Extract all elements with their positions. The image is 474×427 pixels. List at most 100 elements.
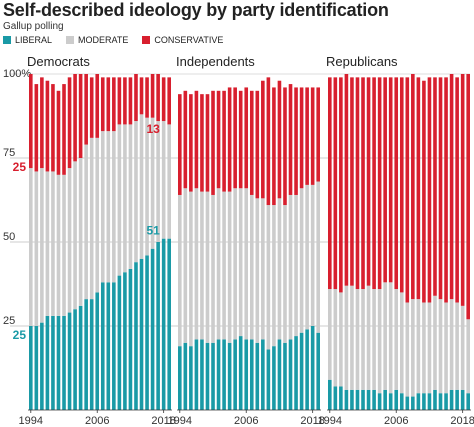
bar-republicans-liberal-1997 — [344, 389, 349, 410]
bar-independents-moderate-2010 — [266, 205, 271, 350]
bar-independents-moderate-2018 — [310, 184, 315, 326]
bar-independents-moderate-2000 — [211, 194, 215, 343]
bar-independents-moderate-1996 — [189, 191, 193, 347]
bar-independents-conservative-1999 — [205, 94, 210, 192]
bar-republicans-liberal-2019 — [466, 393, 470, 410]
bar-republicans-liberal-2008 — [405, 396, 410, 410]
bar-independents-liberal-1996 — [189, 346, 193, 410]
bar-democrats-liberal-2006 — [95, 292, 100, 410]
bar-independents-moderate-2003 — [227, 191, 232, 343]
legend-item-liberal: LIBERAL — [3, 35, 52, 45]
bar-democrats-liberal-2007 — [100, 282, 105, 410]
legend-swatch-conservative — [142, 36, 151, 44]
bar-democrats-conservative-2018 — [161, 77, 166, 122]
bar-independents-moderate-2001 — [216, 188, 221, 340]
bar-republicans-moderate-2011 — [422, 302, 426, 394]
bar-independents-conservative-2005 — [238, 90, 243, 189]
bar-independents-moderate-2011 — [272, 205, 276, 347]
bar-democrats-liberal-2017 — [156, 242, 160, 410]
bar-republicans-conservative-1994 — [328, 77, 332, 290]
bar-republicans-conservative-2018 — [460, 74, 465, 306]
bar-independents-conservative-2010 — [266, 77, 271, 206]
bar-independents-conservative-2016 — [299, 87, 304, 189]
x-tick-label-democrats-2018: 2018 — [151, 415, 175, 427]
bar-democrats-conservative-2012 — [128, 77, 133, 125]
bar-republicans-liberal-2009 — [411, 396, 415, 410]
bar-democrats-liberal-1998 — [51, 315, 55, 410]
bar-republicans-moderate-2018 — [460, 305, 465, 390]
bar-independents-moderate-2005 — [238, 188, 243, 337]
bar-democrats-moderate-1999 — [56, 174, 61, 316]
bar-democrats-liberal-2012 — [128, 268, 133, 410]
bar-republicans-moderate-1995 — [333, 289, 338, 387]
bar-independents-conservative-1996 — [189, 94, 193, 192]
bar-democrats-moderate-1997 — [45, 171, 50, 316]
bar-republicans-moderate-2009 — [411, 299, 415, 397]
bar-republicans-moderate-1998 — [350, 285, 354, 390]
x-tick-label-independents-1994: 1994 — [168, 415, 192, 427]
bar-independents-conservative-1995 — [183, 90, 188, 189]
bar-democrats-conservative-1997 — [45, 80, 50, 172]
bar-republicans-liberal-2011 — [422, 393, 426, 410]
bar-democrats-liberal-2005 — [89, 299, 94, 410]
bar-democrats-moderate-2006 — [95, 137, 100, 293]
bar-independents-conservative-2008 — [255, 90, 260, 199]
bar-democrats-moderate-2003 — [78, 158, 83, 306]
bar-republicans-moderate-2006 — [394, 289, 399, 390]
bar-democrats-liberal-2010 — [117, 275, 122, 410]
bar-republicans-liberal-2007 — [399, 393, 404, 410]
panel-title-republicans: Republicans — [326, 54, 398, 69]
bar-independents-moderate-1999 — [205, 191, 210, 343]
bar-democrats-moderate-2011 — [123, 124, 127, 273]
bar-independents-moderate-2013 — [283, 205, 287, 343]
bar-democrats-moderate-2018 — [161, 121, 166, 239]
x-tick-label-democrats-1994: 1994 — [19, 415, 43, 427]
bar-democrats-conservative-2016 — [150, 74, 155, 118]
bar-republicans-conservative-2007 — [399, 77, 404, 293]
bar-republicans-moderate-2008 — [405, 302, 410, 397]
bar-republicans-moderate-2015 — [444, 302, 448, 394]
bar-democrats-liberal-2001 — [67, 312, 72, 410]
bar-democrats-moderate-2007 — [100, 131, 105, 283]
bar-democrats-conservative-1999 — [56, 90, 61, 175]
bar-independents-liberal-2008 — [255, 342, 260, 410]
bar-democrats-liberal-2016 — [150, 248, 155, 410]
y-tick-label-75: 75 — [3, 147, 15, 159]
bar-republicans-conservative-1996 — [339, 77, 343, 293]
bar-independents-conservative-2009 — [261, 80, 265, 199]
bar-independents-moderate-2006 — [244, 188, 249, 340]
bar-democrats-moderate-1996 — [40, 168, 44, 323]
bar-republicans-conservative-2012 — [427, 77, 432, 303]
bar-independents-moderate-2004 — [233, 188, 237, 340]
bar-independents-conservative-2018 — [310, 87, 315, 185]
legend-item-moderate: MODERATE — [66, 35, 128, 45]
bar-republicans-liberal-2012 — [427, 393, 432, 410]
bar-independents-conservative-2006 — [244, 87, 249, 189]
bar-democrats-conservative-2011 — [123, 77, 127, 125]
bar-democrats-conservative-2003 — [78, 74, 83, 158]
bar-independents-conservative-2004 — [233, 87, 237, 189]
bar-independents-liberal-2007 — [249, 339, 254, 410]
bar-independents-liberal-1999 — [205, 342, 210, 410]
legend-swatch-liberal — [3, 36, 11, 44]
x-tick-label-republicans-2006: 2006 — [384, 415, 408, 427]
bar-independents-conservative-2012 — [277, 80, 282, 199]
bar-independents-moderate-2014 — [288, 194, 293, 340]
bar-democrats-conservative-2010 — [117, 77, 122, 125]
bar-republicans-conservative-2000 — [361, 77, 365, 290]
bar-independents-moderate-2009 — [261, 198, 265, 340]
bar-independents-liberal-2000 — [211, 342, 215, 410]
annotation-democrats-liberal-2018: 51 — [147, 224, 161, 238]
bar-republicans-moderate-2004 — [383, 282, 387, 390]
bar-republicans-conservative-2014 — [438, 77, 443, 300]
bar-independents-liberal-2019 — [316, 332, 320, 410]
bar-democrats-conservative-2002 — [73, 74, 77, 162]
bar-republicans-conservative-2010 — [416, 77, 421, 300]
bar-democrats-conservative-2007 — [100, 77, 105, 132]
bar-independents-conservative-2015 — [294, 87, 298, 195]
bar-independents-conservative-2019 — [316, 87, 320, 182]
bar-republicans-conservative-2008 — [405, 77, 410, 303]
bar-republicans-moderate-2001 — [366, 285, 371, 390]
legend-item-conservative: CONSERVATIVE — [142, 35, 223, 45]
